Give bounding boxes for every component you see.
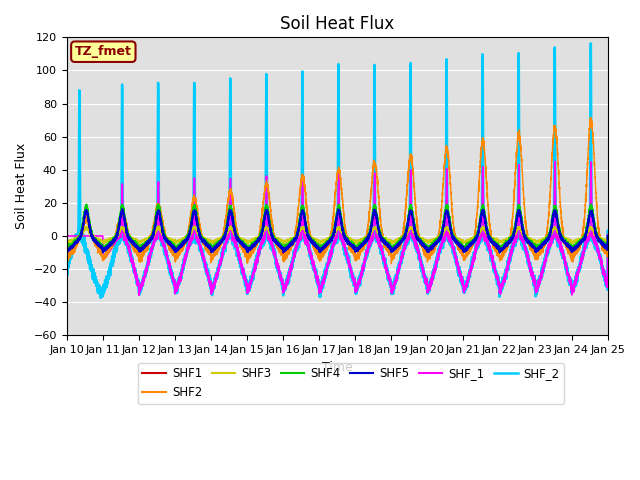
SHF3 <box>208 241 216 247</box>
SHF2 <box>474 205 481 211</box>
SHF5 <box>247 245 255 251</box>
SHF5 <box>63 249 70 255</box>
SHF3 <box>581 232 589 238</box>
Line: SHF4: SHF4 <box>67 204 607 250</box>
SHF1 <box>479 206 486 212</box>
SHF5 <box>319 246 326 252</box>
SHF3 <box>319 238 326 244</box>
Line: SHF3: SHF3 <box>67 226 607 244</box>
SHF_1 <box>247 278 255 284</box>
Line: SHF5: SHF5 <box>67 209 607 252</box>
SHF3 <box>458 237 466 243</box>
SHF1 <box>604 234 611 240</box>
SHF2 <box>604 233 611 239</box>
SHF3 <box>604 234 611 240</box>
Title: Soil Heat Flux: Soil Heat Flux <box>280 15 394 33</box>
SHF_2 <box>581 242 589 248</box>
SHF4 <box>247 244 255 250</box>
SHF_1 <box>63 233 70 239</box>
SHF_1 <box>604 232 611 238</box>
SHF4 <box>604 232 611 238</box>
SHF_1 <box>458 279 466 285</box>
SHF2 <box>581 207 589 213</box>
SHF1 <box>474 232 481 238</box>
SHF_2 <box>458 279 466 285</box>
SHF1 <box>458 244 466 250</box>
Legend: SHF1, SHF2, SHF3, SHF4, SHF5, SHF_1, SHF_2: SHF1, SHF2, SHF3, SHF4, SHF5, SHF_1, SHF… <box>138 362 564 404</box>
SHF_2 <box>474 241 481 247</box>
SHF1 <box>581 234 589 240</box>
SHF_1 <box>319 279 326 285</box>
SHF_2 <box>604 228 611 234</box>
SHF4 <box>63 245 70 251</box>
SHF_1 <box>581 244 589 250</box>
SHF_1 <box>474 243 481 249</box>
SHF5 <box>458 245 466 251</box>
Line: SHF2: SHF2 <box>67 118 607 264</box>
SHF4 <box>474 230 481 236</box>
SHF_1 <box>135 292 143 298</box>
SHF1 <box>575 243 582 249</box>
SHF3 <box>63 240 70 245</box>
SHF5 <box>496 250 504 255</box>
SHF_1 <box>551 158 559 164</box>
SHF2 <box>63 256 70 262</box>
SHF3 <box>474 234 481 240</box>
SHF2 <box>574 248 582 253</box>
SHF_2 <box>63 269 70 275</box>
Line: SHF_1: SHF_1 <box>67 161 607 295</box>
SHF4 <box>319 243 326 249</box>
SHF4 <box>99 247 107 253</box>
SHF5 <box>604 233 611 239</box>
SHF_2 <box>247 274 255 279</box>
Line: SHF_2: SHF_2 <box>67 43 607 298</box>
SHF1 <box>280 250 287 256</box>
SHF3 <box>154 223 162 229</box>
SHF1 <box>319 245 326 251</box>
SHF3 <box>575 238 582 244</box>
SHF3 <box>247 238 255 243</box>
SHF_2 <box>97 295 104 301</box>
SHF_2 <box>587 40 595 46</box>
SHF2 <box>388 261 396 266</box>
SHF2 <box>587 115 595 120</box>
X-axis label: Time: Time <box>322 360 353 373</box>
SHF4 <box>575 241 582 247</box>
SHF5 <box>474 233 481 239</box>
SHF5 <box>118 206 126 212</box>
SHF2 <box>458 251 466 256</box>
SHF_1 <box>575 270 582 276</box>
Y-axis label: Soil Heat Flux: Soil Heat Flux <box>15 143 28 229</box>
Line: SHF1: SHF1 <box>67 209 607 253</box>
SHF_2 <box>319 281 326 287</box>
SHF5 <box>581 234 589 240</box>
SHF4 <box>154 201 162 207</box>
SHF2 <box>319 252 326 257</box>
SHF2 <box>246 251 254 256</box>
Text: TZ_fmet: TZ_fmet <box>75 45 132 58</box>
SHF5 <box>575 243 582 249</box>
SHF1 <box>246 245 254 251</box>
SHF1 <box>63 248 70 253</box>
SHF_2 <box>574 265 582 271</box>
SHF4 <box>458 242 466 248</box>
SHF4 <box>581 231 589 237</box>
